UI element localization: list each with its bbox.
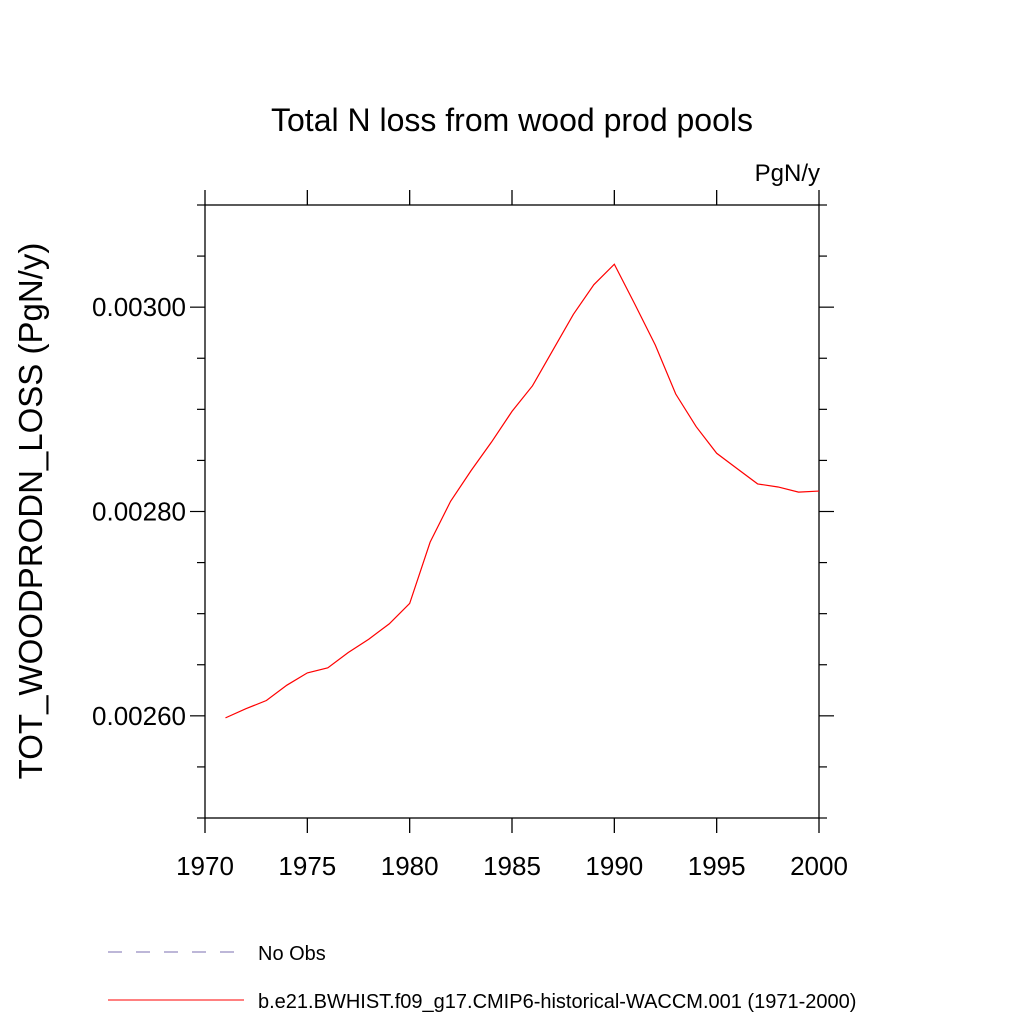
series-lines xyxy=(225,263,820,719)
y-tick-label: 0.00300 xyxy=(92,292,186,322)
x-tick-label: 1975 xyxy=(278,851,336,881)
y-tick-labels: 0.00260 0.00280 0.00300 xyxy=(92,292,186,731)
x-tick-label: 2000 xyxy=(790,851,848,881)
legend: No Obs b.e21.BWHIST.f09_g17.CMIP6-histor… xyxy=(108,943,856,1013)
x-tick-labels: 1970 1975 1980 1985 1990 1995 2000 xyxy=(176,851,848,881)
axis-ticks xyxy=(190,190,834,833)
x-tick-label: 1990 xyxy=(585,851,643,881)
x-tick-label: 1995 xyxy=(688,851,746,881)
legend-label-model: b.e21.BWHIST.f09_g17.CMIP6-historical-WA… xyxy=(258,991,856,1013)
legend-label-no-obs: No Obs xyxy=(258,943,326,965)
y-tick-label: 0.00280 xyxy=(92,497,186,527)
x-tick-label: 1985 xyxy=(483,851,541,881)
x-tick-label: 1980 xyxy=(381,851,439,881)
y-axis-label: TOT_WOODPRODN_LOSS (PgN/y) xyxy=(12,243,49,780)
plot-frame xyxy=(204,204,820,819)
chart-title: Total N loss from wood prod pools xyxy=(271,102,753,138)
units-label: PgN/y xyxy=(755,160,820,187)
y-tick-label: 0.00260 xyxy=(92,701,186,731)
series-line-1 xyxy=(225,263,820,719)
x-tick-label: 1970 xyxy=(176,851,234,881)
